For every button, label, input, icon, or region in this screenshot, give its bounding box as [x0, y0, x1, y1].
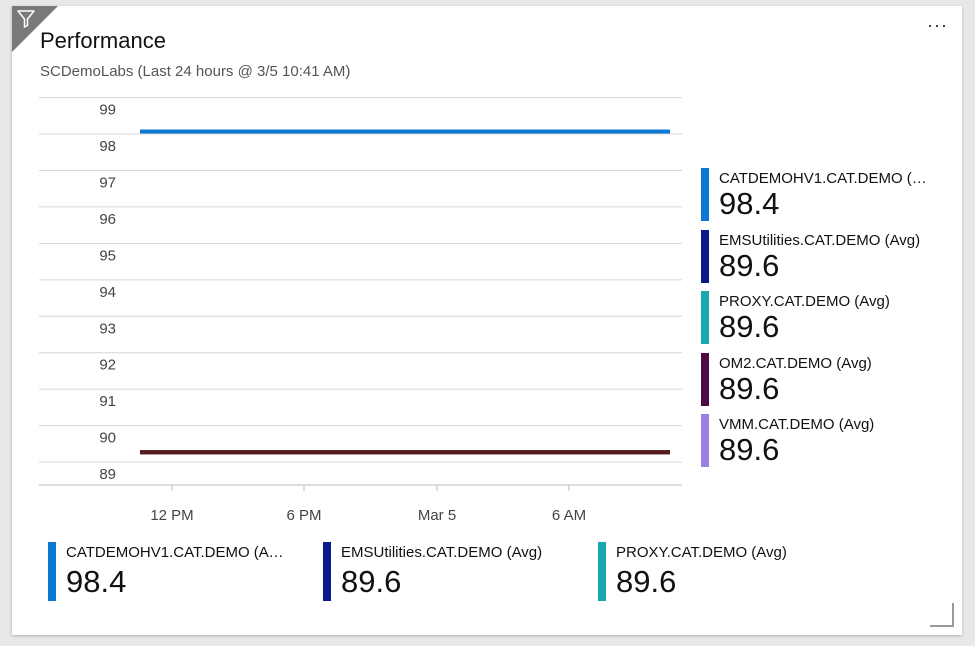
y-tick-label: 97 — [99, 174, 116, 191]
legend-color-swatch — [701, 414, 709, 467]
more-options-icon[interactable]: ··· — [927, 15, 948, 35]
legend-series-value: 89.6 — [719, 247, 780, 283]
filter-icon[interactable] — [16, 9, 36, 29]
x-tick-label: 6 AM — [552, 507, 586, 524]
legend-color-swatch — [701, 291, 709, 344]
legend-series-value: 89.6 — [341, 564, 402, 599]
y-tick-label: 90 — [99, 430, 116, 447]
bottom-legend-item[interactable]: PROXY.CAT.DEMO (Avg) 89.6 — [598, 542, 858, 604]
legend-series-value: 89.6 — [719, 309, 780, 344]
y-tick-label: 92 — [99, 357, 116, 374]
y-tick-label: 89 — [99, 466, 116, 483]
y-tick-label: 91 — [99, 393, 116, 410]
legend-color-swatch — [701, 229, 709, 283]
legend-series-value: 98.4 — [66, 564, 127, 599]
legend-color-swatch — [323, 542, 331, 601]
legend-item[interactable]: EMSUtilities.CAT.DEMO (Avg) 89.6 — [701, 229, 941, 292]
legend-color-swatch — [48, 542, 56, 601]
legend-series-name: OM2.CAT.DEMO (Avg) — [719, 354, 872, 372]
y-tick-label: 96 — [99, 211, 116, 228]
legend-series-name: PROXY.CAT.DEMO (Avg) — [719, 293, 890, 310]
bottom-legend-item[interactable]: EMSUtilities.CAT.DEMO (Avg) 89.6 — [323, 542, 583, 604]
legend-series-name: EMSUtilities.CAT.DEMO (Avg) — [719, 231, 921, 249]
legend-series-value: 89.6 — [719, 432, 780, 467]
legend-series-value: 98.4 — [719, 186, 780, 221]
legend-color-swatch — [598, 542, 606, 601]
legend-color-swatch — [701, 168, 709, 221]
x-tick-label: 6 PM — [286, 507, 321, 524]
bottom-legend-item[interactable]: CATDEMOHV1.CAT.DEMO (Avg) 98.4 — [48, 542, 308, 604]
tile-title: Performance — [40, 28, 166, 53]
legend-item[interactable]: OM2.CAT.DEMO (Avg) 89.6 — [701, 352, 941, 415]
legend-series-value: 89.6 — [719, 370, 780, 406]
y-tick-label: 93 — [99, 320, 116, 337]
y-tick-label: 99 — [99, 102, 116, 119]
legend-item[interactable]: CATDEMOHV1.CAT.DEMO (Avg) 98.4 — [701, 168, 941, 230]
legend-series-name: VMM.CAT.DEMO (Avg) — [719, 416, 875, 433]
performance-tile[interactable]: ··· Performance SCDemoLabs (Last 24 hour… — [12, 6, 962, 635]
y-tick-label: 95 — [99, 247, 116, 264]
resize-handle-icon[interactable] — [930, 603, 954, 627]
y-tick-label: 98 — [99, 138, 116, 155]
legend-color-swatch — [701, 352, 709, 406]
tile-subtitle: SCDemoLabs (Last 24 hours @ 3/5 10:41 AM… — [40, 63, 351, 80]
legend-series-value: 89.6 — [616, 564, 677, 599]
x-tick-label: 12 PM — [150, 507, 193, 524]
x-tick-label: Mar 5 — [418, 507, 456, 524]
legend-series-name: PROXY.CAT.DEMO (Avg) — [616, 544, 787, 561]
legend-series-name: CATDEMOHV1.CAT.DEMO (Avg) — [66, 544, 286, 561]
y-tick-label: 94 — [99, 284, 116, 301]
performance-line-chart: 99 98 97 96 95 94 93 92 91 90 89 12 PM 6 PM Mar 5 6 AM — [39, 97, 682, 524]
legend-bottom: CATDEMOHV1.CAT.DEMO (Avg) 98.4 EMSUtilitie… — [48, 542, 928, 604]
legend-item[interactable]: PROXY.CAT.DEMO (Avg) 89.6 — [701, 291, 941, 353]
legend-right: CATDEMOHV1.CAT.DEMO (Avg) 98.4 EMSUtilitie… — [701, 168, 941, 476]
legend-series-name: EMSUtilities.CAT.DEMO (Avg) — [341, 544, 543, 561]
legend-item[interactable]: VMM.CAT.DEMO (Avg) 89.6 — [701, 414, 941, 476]
legend-series-name: CATDEMOHV1.CAT.DEMO (Avg) — [719, 170, 929, 187]
